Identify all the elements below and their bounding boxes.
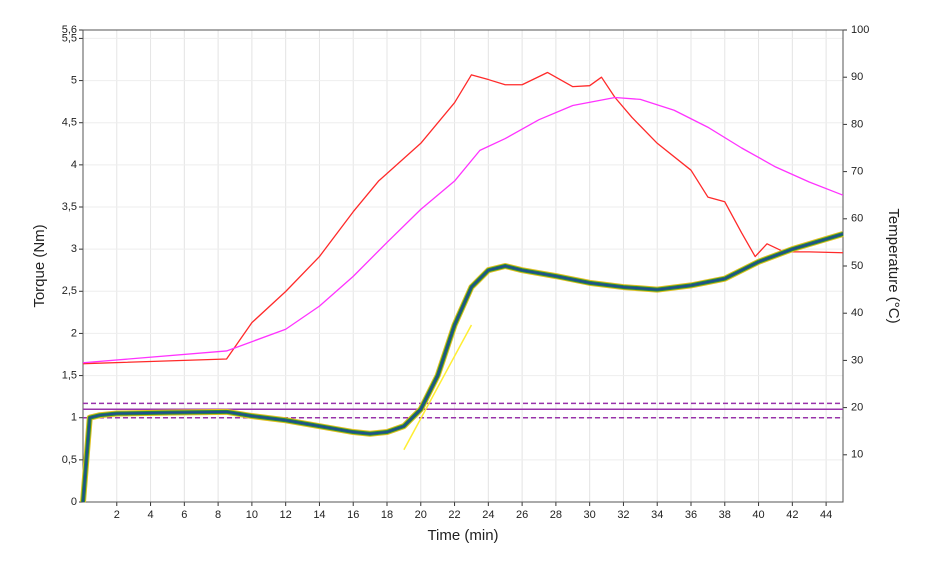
y-tick-label: 4 bbox=[71, 159, 77, 171]
y-tick-label: 0 bbox=[71, 496, 77, 508]
x-tick-label: 44 bbox=[820, 509, 832, 521]
series-halo bbox=[80, 231, 844, 503]
tangent-line bbox=[403, 324, 473, 451]
y-tick-label: 0,5 bbox=[62, 454, 77, 466]
y-tick-label: 2 bbox=[71, 327, 77, 339]
series-line bbox=[82, 96, 844, 364]
x-tick-label: 38 bbox=[719, 509, 731, 521]
x-tick-label: 6 bbox=[181, 509, 187, 521]
y2-tick-label: 80 bbox=[851, 118, 863, 130]
y-tick-label: 3,5 bbox=[62, 201, 77, 213]
y-tick-label: 4,5 bbox=[62, 117, 77, 129]
y2-tick-label: 70 bbox=[851, 166, 863, 178]
y2-tick-label: 100 bbox=[851, 24, 869, 36]
x-tick-label: 8 bbox=[215, 509, 221, 521]
x-tick-label: 14 bbox=[313, 509, 325, 521]
x-axis-label: Time (min) bbox=[427, 527, 498, 544]
y2-tick-label: 50 bbox=[851, 260, 863, 272]
y2-tick-label: 90 bbox=[851, 71, 863, 83]
x-tick-label: 4 bbox=[147, 509, 153, 521]
y2-tick-label: 20 bbox=[851, 402, 863, 414]
x-tick-label: 18 bbox=[381, 509, 393, 521]
y-tick-label: 3 bbox=[71, 243, 77, 255]
x-tick-label: 2 bbox=[114, 509, 120, 521]
y-tick-label: 5,5 bbox=[62, 32, 77, 44]
y-tick-label: 5 bbox=[71, 74, 77, 86]
series-line bbox=[82, 71, 844, 365]
y-tick-label: 2,5 bbox=[62, 285, 77, 297]
x-tick-label: 42 bbox=[786, 509, 798, 521]
x-tick-label: 12 bbox=[280, 509, 292, 521]
x-tick-label: 16 bbox=[347, 509, 359, 521]
y2-tick-label: 60 bbox=[851, 213, 863, 225]
x-tick-label: 20 bbox=[415, 509, 427, 521]
x-tick-label: 40 bbox=[752, 509, 764, 521]
x-tick-label: 10 bbox=[246, 509, 258, 521]
x-tick-label: 36 bbox=[685, 509, 697, 521]
y-tick-label: 5,6 bbox=[62, 24, 77, 36]
y-tick-label: 1,5 bbox=[62, 369, 77, 381]
y-tick-label: 1 bbox=[71, 412, 77, 424]
x-tick-label: 32 bbox=[617, 509, 629, 521]
series-line bbox=[82, 233, 844, 503]
plot-frame bbox=[82, 29, 844, 503]
y2-tick-label: 40 bbox=[851, 307, 863, 319]
x-tick-label: 22 bbox=[448, 509, 460, 521]
y2-axis-label: Temperature (°C) bbox=[885, 208, 902, 323]
x-tick-label: 28 bbox=[550, 509, 562, 521]
x-tick-label: 26 bbox=[516, 509, 528, 521]
x-tick-label: 30 bbox=[584, 509, 596, 521]
y2-tick-label: 10 bbox=[851, 449, 863, 461]
y-axis-label: Torque (Nm) bbox=[31, 224, 48, 307]
x-tick-label: 24 bbox=[482, 509, 494, 521]
y2-tick-label: 30 bbox=[851, 354, 863, 366]
x-tick-label: 34 bbox=[651, 509, 663, 521]
